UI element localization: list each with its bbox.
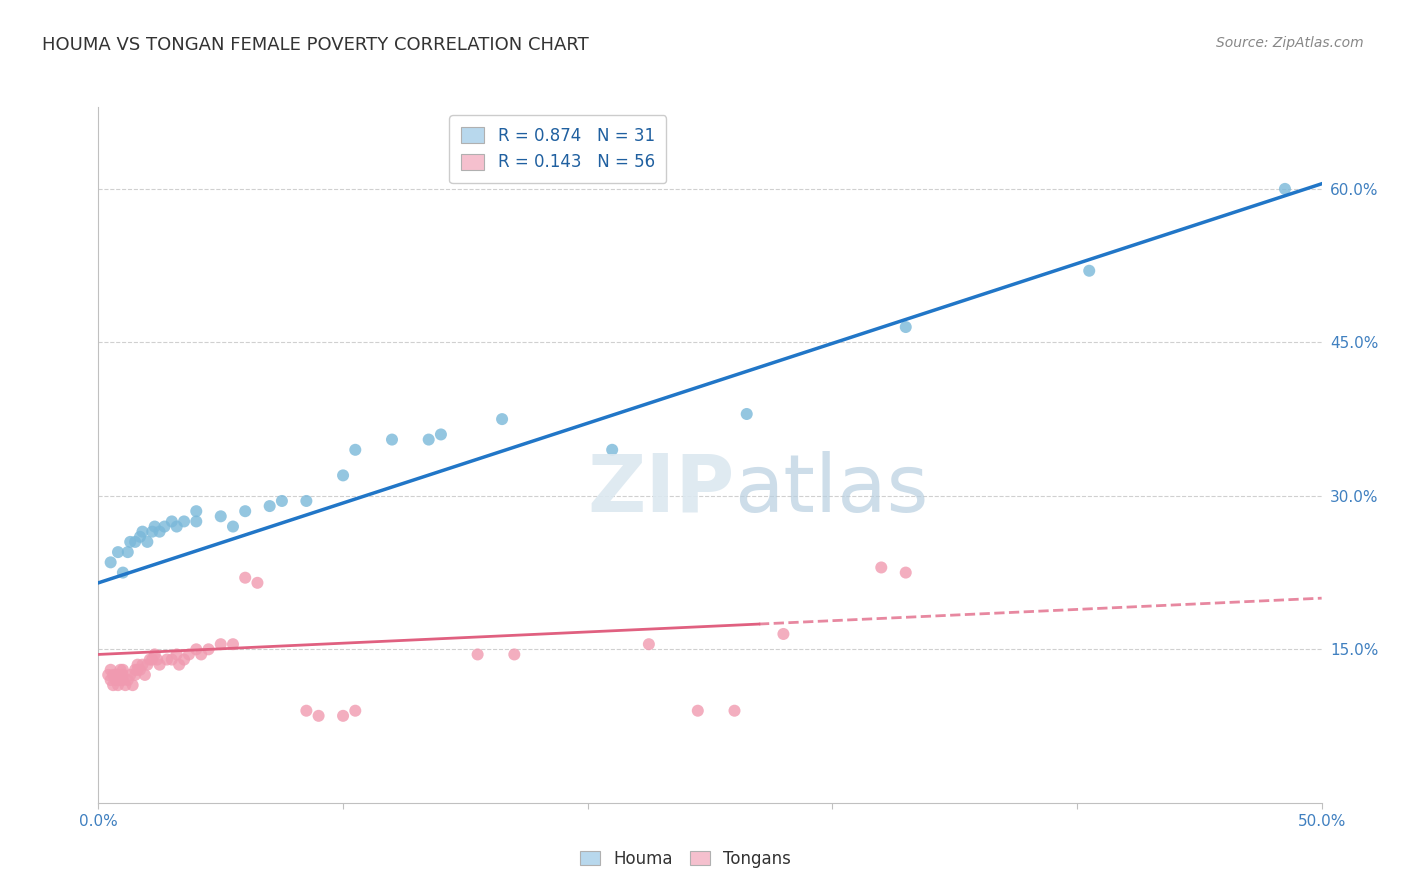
Point	[120, 535, 142, 549]
Point	[166, 519, 188, 533]
Point	[600, 442, 623, 457]
Point	[100, 673, 122, 687]
Point	[186, 515, 208, 529]
Text: Source: ZipAtlas.com: Source: ZipAtlas.com	[1216, 36, 1364, 50]
Point	[107, 668, 129, 682]
Point	[146, 652, 169, 666]
Point	[735, 407, 758, 421]
Point	[97, 668, 120, 682]
Point	[723, 704, 745, 718]
Point	[209, 637, 232, 651]
Point	[173, 515, 195, 529]
Point	[638, 637, 661, 651]
Point	[246, 575, 269, 590]
Point	[1078, 264, 1101, 278]
Point	[149, 657, 172, 672]
Point	[117, 673, 139, 687]
Point	[110, 663, 132, 677]
Point	[197, 642, 219, 657]
Point	[259, 499, 281, 513]
Point	[111, 566, 134, 580]
Point	[104, 668, 127, 682]
Point	[139, 652, 162, 666]
Point	[131, 524, 153, 539]
Text: HOUMA VS TONGAN FEMALE POVERTY CORRELATION CHART: HOUMA VS TONGAN FEMALE POVERTY CORRELATI…	[42, 36, 589, 54]
Point	[233, 504, 256, 518]
Point	[295, 704, 318, 718]
Point	[153, 519, 176, 533]
Point	[167, 657, 190, 672]
Point	[134, 668, 156, 682]
Legend: Houma, Tongans: Houma, Tongans	[574, 843, 797, 874]
Point	[418, 433, 440, 447]
Point	[124, 663, 146, 677]
Point	[143, 648, 166, 662]
Point	[209, 509, 232, 524]
Point	[111, 673, 134, 687]
Point	[101, 668, 124, 682]
Point	[107, 545, 129, 559]
Text: ZIP: ZIP	[588, 450, 734, 529]
Point	[160, 652, 183, 666]
Point	[100, 555, 122, 569]
Point	[100, 663, 122, 677]
Point	[222, 519, 245, 533]
Point	[308, 708, 330, 723]
Point	[121, 678, 143, 692]
Point	[686, 704, 709, 718]
Point	[120, 668, 142, 682]
Point	[173, 652, 195, 666]
Point	[101, 678, 124, 692]
Point	[124, 535, 146, 549]
Point	[129, 530, 152, 544]
Point	[295, 494, 318, 508]
Point	[186, 504, 208, 518]
Point	[186, 642, 208, 657]
Point	[344, 442, 367, 457]
Point	[1274, 182, 1296, 196]
Point	[136, 535, 159, 549]
Point	[110, 673, 132, 687]
Point	[381, 433, 404, 447]
Point	[344, 704, 367, 718]
Point	[107, 678, 129, 692]
Point	[160, 515, 183, 529]
Point	[143, 519, 166, 533]
Point	[136, 657, 159, 672]
Point	[111, 668, 134, 682]
Point	[141, 524, 163, 539]
Point	[233, 571, 256, 585]
Point	[124, 668, 146, 682]
Point	[332, 468, 354, 483]
Point	[870, 560, 893, 574]
Point	[190, 648, 212, 662]
Point	[127, 657, 149, 672]
Point	[491, 412, 513, 426]
Point	[131, 657, 153, 672]
Point	[111, 663, 134, 677]
Point	[156, 652, 179, 666]
Point	[141, 652, 163, 666]
Text: atlas: atlas	[734, 450, 929, 529]
Point	[149, 524, 172, 539]
Point	[503, 648, 526, 662]
Point	[177, 648, 200, 662]
Point	[222, 637, 245, 651]
Point	[114, 678, 136, 692]
Point	[332, 708, 354, 723]
Point	[467, 648, 489, 662]
Point	[430, 427, 453, 442]
Point	[894, 566, 917, 580]
Point	[270, 494, 294, 508]
Point	[894, 320, 917, 334]
Point	[166, 648, 188, 662]
Point	[772, 627, 794, 641]
Point	[104, 673, 127, 687]
Point	[127, 663, 149, 677]
Point	[117, 545, 139, 559]
Point	[129, 663, 152, 677]
